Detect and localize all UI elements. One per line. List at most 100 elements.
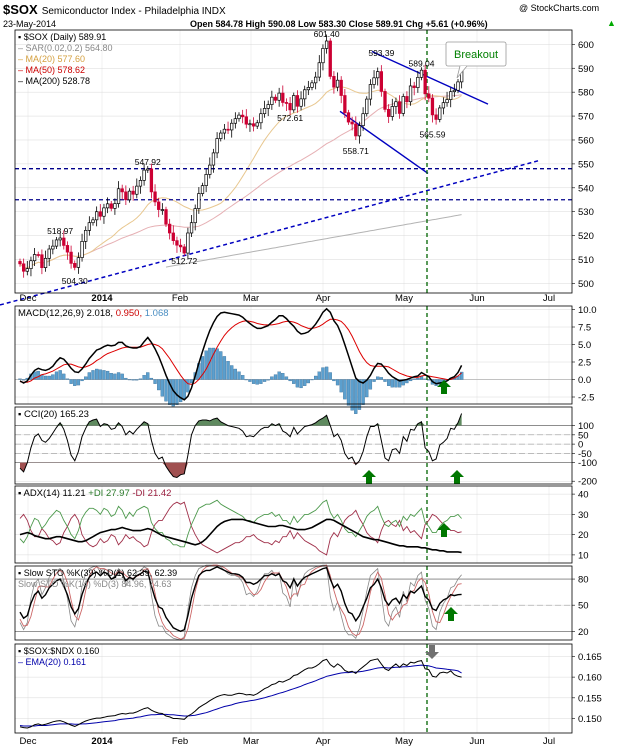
candle-body — [32, 254, 37, 262]
macd-histogram-bar — [153, 379, 157, 384]
price-panel-month-label: 2014 — [91, 293, 113, 304]
macd-histogram-bar — [69, 379, 73, 384]
price-panel-month-label: Dec — [20, 293, 37, 304]
macd-histogram-bar — [146, 372, 150, 380]
macd-histogram-bar — [164, 379, 168, 402]
adx-panel-frame — [14, 485, 573, 564]
adx-legend: ▪ ADX(14) 11.21 +DI 27.97 -DI 21.42 — [18, 488, 171, 499]
candle-body — [452, 89, 456, 93]
candle-body — [324, 40, 329, 49]
candle-body — [335, 79, 340, 88]
ratio-panel-month-label: Jun — [469, 736, 484, 747]
watermark: @ StockCharts.com — [519, 3, 600, 13]
macd-histogram-bar — [105, 370, 110, 380]
candle-body — [449, 91, 453, 100]
macd-histogram-bar — [383, 379, 387, 382]
macd-panel-tick-label: 2.5 — [578, 358, 591, 369]
candle-body — [197, 193, 201, 209]
price-annotation: 572.61 — [277, 113, 303, 123]
buy-arrow-icon — [450, 470, 464, 484]
candle-body — [226, 128, 230, 131]
candle-body — [171, 232, 175, 241]
cci-line — [19, 413, 463, 479]
price-panel-tick-label: 500 — [578, 279, 594, 290]
macd-histogram-bar — [266, 379, 270, 381]
macd-histogram-bar — [328, 372, 332, 380]
adx-panel-tick-label: 10 — [578, 550, 589, 561]
macd-histogram-bar — [211, 347, 216, 380]
price-panel-tick-label: 570 — [578, 112, 594, 123]
macd-histogram-bar — [321, 367, 325, 380]
macd-histogram-bar — [368, 379, 373, 390]
macd-legend-entry: MACD(12,26,9) 2.018, — [18, 308, 116, 319]
candle-body — [29, 260, 33, 269]
candle-body — [299, 98, 303, 107]
macd-histogram-bar — [76, 379, 81, 386]
candle-body — [251, 123, 256, 127]
macd-signal-line — [19, 318, 462, 385]
candle-body — [94, 211, 99, 221]
macd-histogram-bar — [142, 375, 146, 380]
ratio-legend-entry: ▪ $SOX:$NDX 0.160 — [18, 646, 99, 656]
ratio-ema-line — [19, 664, 462, 727]
price-annotation: 518.97 — [47, 226, 73, 236]
price-panel-tick-label: 580 — [578, 88, 594, 99]
macd-panel-tick-label: 7.5 — [578, 323, 591, 334]
candle-body — [54, 239, 59, 247]
price-legend-entry: – MA(20) 577.60 — [18, 54, 85, 64]
candle-body — [208, 164, 212, 175]
stochastic-d14-line — [19, 564, 462, 640]
macd-histogram-bar — [43, 375, 48, 380]
macd-histogram-bar — [175, 379, 179, 405]
macd-histogram-bar — [313, 375, 318, 380]
stochastic-panel-frame — [14, 565, 573, 641]
adx-legend-entry: +DI 27.97 — [88, 488, 132, 499]
candle-body — [273, 96, 278, 101]
breakout-callout-text: Breakout — [454, 49, 498, 61]
price-legend-entry: – SAR(0.02,0.2) 564.80 — [18, 43, 113, 53]
macd-histogram-bar — [226, 361, 230, 380]
candle-body — [116, 188, 121, 204]
candle-body — [215, 138, 219, 154]
rising-trendline — [0, 159, 541, 306]
cci-oversold-fill — [20, 462, 462, 478]
candle-body — [303, 89, 307, 100]
macd-histogram-bar — [120, 373, 124, 380]
minus-di-line — [19, 501, 462, 556]
candle-body — [168, 223, 172, 234]
macd-histogram-bar — [65, 378, 70, 380]
price-panel-tick-label: 590 — [578, 64, 594, 75]
price-panel-month-label: Mar — [243, 293, 259, 304]
macd-histogram-bar — [281, 373, 285, 380]
macd-histogram-bar — [303, 379, 307, 386]
cci-panel-tick-label: 0 — [578, 440, 583, 451]
cci-legend-entry: ▪ CCI(20) 165.23 — [18, 409, 89, 420]
price-annotation: 512.72 — [171, 256, 197, 266]
price-panel-tick-label: 540 — [578, 183, 594, 194]
buy-arrow-icon — [437, 380, 451, 394]
buy-arrow-icon — [362, 470, 376, 484]
candle-body — [394, 101, 398, 107]
price-legend-entry: – MA(50) 578.62 — [18, 65, 85, 75]
macd-histogram-bar — [412, 378, 416, 380]
candle-body — [138, 180, 143, 187]
candle-body — [230, 122, 234, 131]
sell-arrow-icon — [425, 645, 439, 659]
macd-histogram-bar — [408, 379, 413, 382]
candle-body — [310, 82, 314, 88]
macd-histogram-bar — [357, 379, 362, 410]
cci-panel-tick-label: 50 — [578, 430, 589, 441]
macd-histogram-bar — [95, 368, 99, 380]
price-panel-tick-label: 600 — [578, 40, 594, 51]
candle-body — [456, 81, 460, 91]
candle-body — [47, 248, 51, 259]
macd-histogram-bar — [230, 365, 234, 380]
candle-body — [262, 108, 267, 115]
ratio-panel-month-label: 2014 — [91, 736, 113, 747]
candle-body — [189, 222, 194, 234]
falling-trendline-upper — [371, 50, 489, 105]
cci-panel-tick-label: 100 — [578, 421, 594, 432]
cci-panel-tick-label: -100 — [578, 458, 597, 469]
ratio-panel-tick-label: 0.160 — [578, 673, 602, 684]
